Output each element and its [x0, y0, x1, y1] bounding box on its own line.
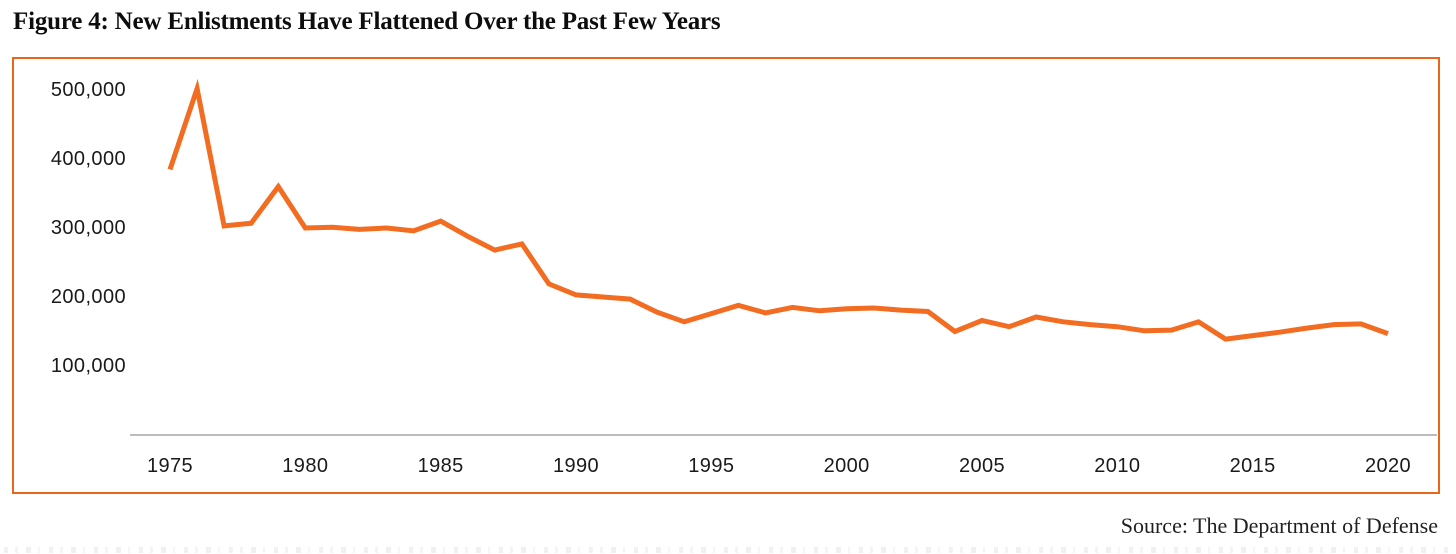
- cropped-text-artifact: [4, 547, 1452, 553]
- x-tick-label: 1995: [688, 455, 735, 477]
- x-axis-line: [130, 434, 1437, 436]
- x-tick-label: 2020: [1364, 455, 1412, 477]
- x-tick-label: 1990: [552, 455, 600, 477]
- x-tick-label: 2000: [823, 455, 870, 477]
- x-tick-label: 1985: [417, 455, 464, 477]
- y-tick-label: 200,000: [50, 286, 126, 308]
- x-tick-label: 1980: [282, 455, 329, 477]
- y-tick-label: 300,000: [50, 217, 126, 239]
- x-tick-label: 2005: [958, 455, 1006, 477]
- figure-title: Figure 4: New Enlistments Have Flattened…: [13, 8, 721, 35]
- y-tick-label: 400,000: [50, 148, 126, 170]
- y-tick-label: 500,000: [50, 79, 126, 101]
- y-tick-label: 100,000: [50, 355, 126, 377]
- source-note: Source: The Department of Defense: [1120, 513, 1438, 538]
- x-tick-label: 2015: [1229, 455, 1276, 477]
- x-tick-label: 1975: [146, 455, 194, 477]
- x-tick-label: 2010: [1094, 455, 1141, 477]
- chart-frame: [12, 57, 1440, 494]
